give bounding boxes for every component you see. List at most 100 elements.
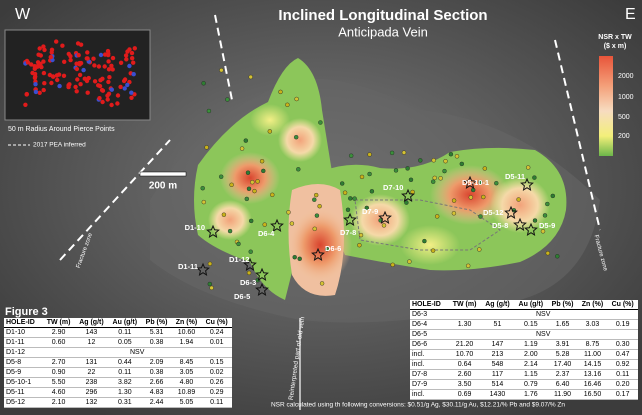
drill-point (390, 262, 395, 267)
inset-point (74, 89, 79, 94)
inset-point (74, 61, 79, 66)
star (504, 205, 518, 219)
figure-label: Figure 3 (5, 306, 48, 318)
table-cell: 10.60 (171, 327, 202, 338)
drill-point (248, 249, 253, 254)
table-cell: 22 (74, 367, 109, 378)
drill-points (200, 67, 560, 291)
star-label: D6-6 (325, 244, 341, 253)
table-cell: 238 (74, 377, 109, 388)
drill-point (418, 158, 423, 163)
inset-point (115, 93, 121, 98)
drill-point (438, 176, 443, 181)
table-cell: D6-6 (410, 339, 449, 350)
star (520, 177, 534, 191)
star (243, 257, 257, 271)
table-cell: 16.50 (577, 389, 608, 400)
table-cell: D6-4 (410, 319, 449, 330)
drill-point (545, 250, 550, 256)
star-label: D5-8 (492, 221, 508, 230)
table-cell: 296 (74, 387, 109, 398)
inset-point (129, 90, 134, 95)
drill-point (286, 210, 291, 215)
table-cell: 2.90 (42, 327, 75, 338)
table-cell: D5-11 (4, 387, 43, 398)
drill-point (278, 89, 283, 95)
table-cell: 0.38 (141, 367, 172, 378)
drill-point (471, 187, 476, 193)
drill-point (250, 179, 255, 185)
drill-point (478, 214, 483, 219)
legend-label: 1000 (618, 94, 634, 101)
table-cell: 1.76 (514, 389, 548, 400)
inset-point (77, 72, 83, 78)
drill-point (292, 255, 297, 260)
pierce-points: D1-10 D6-4 D7-8 D7-9 D7-10 D5-10-1 D5-11 D5-12 D… (178, 172, 555, 301)
star-label: D5-10-1 (462, 178, 489, 187)
drill-point (540, 229, 546, 234)
inset-point (96, 64, 102, 69)
drill-point (532, 175, 537, 180)
drill-point (349, 153, 354, 158)
table-cell: 0.69 (448, 389, 481, 400)
table-cell: 11.90 (547, 389, 578, 400)
table-cell: 4.80 (171, 377, 202, 388)
inset-point (110, 67, 115, 72)
table-cell: Zn (%) (577, 300, 608, 310)
drill-point (526, 165, 531, 170)
inset-point (60, 43, 65, 48)
table-cell: 10.89 (171, 387, 202, 398)
table-cell: 16.46 (577, 379, 608, 390)
drill-point (259, 158, 265, 164)
inset-point (41, 59, 46, 64)
star (524, 222, 538, 236)
inset-point (51, 74, 56, 79)
inset-point (132, 46, 137, 51)
table-cell: 131 (74, 357, 109, 368)
table-cell: 0.01 (201, 337, 232, 348)
inset-point (110, 55, 116, 61)
star-label: D5-9 (539, 221, 555, 230)
inset-point (105, 48, 111, 54)
drill-point (451, 211, 457, 216)
table-row: D5-10-1 5.50 238 3.82 2.66 4.80 0.26 (4, 377, 232, 388)
drill-point (342, 190, 348, 195)
inset-point (33, 82, 38, 87)
inset-point (92, 79, 98, 84)
table-header: HOLE-ID TW (m) Ag (g/t) Au (g/t) Pb (%) Zn (%… (410, 300, 638, 310)
inset-point (75, 41, 81, 46)
table-cell: 3.82 (108, 377, 142, 388)
table-cell: 514 (480, 379, 515, 390)
inset-point (107, 75, 112, 80)
table-row: D6-4 1.30 51 0.15 1.65 3.03 0.19 (410, 319, 638, 330)
inset-point (78, 60, 84, 66)
table-cell: 4.60 (42, 387, 75, 398)
table-cell: 1.65 (547, 319, 578, 330)
drill-point (207, 261, 213, 266)
east-label: E (625, 6, 636, 23)
star (463, 175, 477, 189)
table-cell: NSV (448, 309, 638, 320)
table-cell: NSV (448, 329, 638, 340)
table-row: D7-9 3.50 514 0.79 6.40 16.46 0.20 (410, 379, 638, 390)
title: Inclined Longitudinal Section (278, 7, 487, 24)
star-label: D6-4 (258, 229, 275, 238)
drill-point (393, 168, 399, 173)
table-cell: 132 (74, 397, 109, 408)
table-cell: 143 (74, 327, 109, 338)
drill-point (219, 67, 224, 73)
inset-point (49, 80, 54, 86)
drill-point (294, 134, 299, 140)
inset-point (75, 77, 80, 82)
star (255, 282, 269, 296)
star-label: D1-11 (178, 262, 198, 271)
star (311, 247, 325, 261)
star (343, 212, 357, 226)
drill-point (364, 205, 369, 211)
inset-point (85, 50, 90, 55)
inset-point (106, 59, 111, 64)
table-cell: 2.00 (514, 349, 548, 360)
table-cell: 8.75 (577, 339, 608, 350)
drill-point (227, 228, 233, 234)
table-cell: D7-9 (410, 379, 449, 390)
